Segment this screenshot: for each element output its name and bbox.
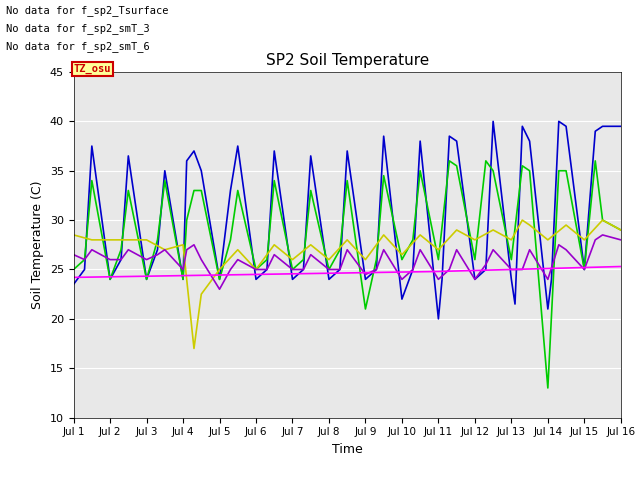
Text: No data for f_sp2_smT_3: No data for f_sp2_smT_3 bbox=[6, 23, 150, 34]
Text: TZ_osu: TZ_osu bbox=[74, 64, 111, 74]
X-axis label: Time: Time bbox=[332, 443, 363, 456]
Y-axis label: Soil Temperature (C): Soil Temperature (C) bbox=[31, 180, 44, 309]
Title: SP2 Soil Temperature: SP2 Soil Temperature bbox=[266, 53, 429, 68]
Text: No data for f_sp2_smT_6: No data for f_sp2_smT_6 bbox=[6, 41, 150, 52]
Text: No data for f_sp2_Tsurface: No data for f_sp2_Tsurface bbox=[6, 5, 169, 16]
Legend: sp2_smT_1, sp2_smT_2, sp2_smT_4, sp2_smT_5, sp2_smT_7: sp2_smT_1, sp2_smT_2, sp2_smT_4, sp2_smT… bbox=[70, 475, 624, 480]
